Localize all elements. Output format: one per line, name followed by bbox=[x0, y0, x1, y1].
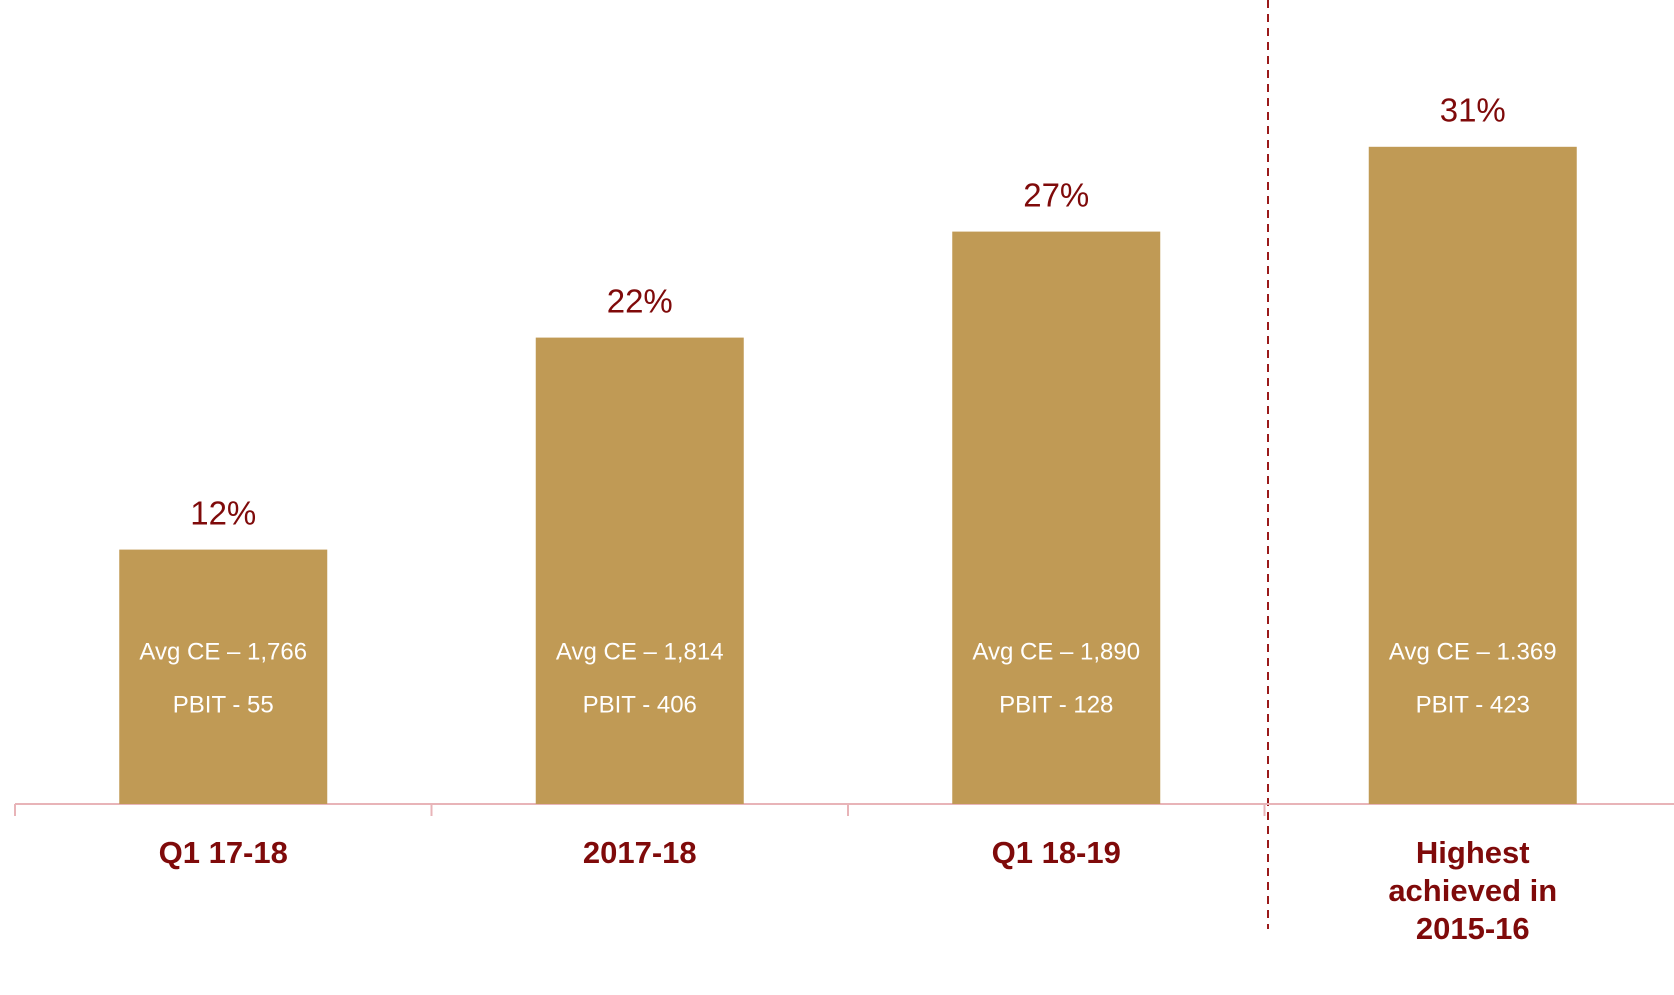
x-tick-label: 2017-18 bbox=[582, 835, 697, 870]
value-label: 12% bbox=[190, 494, 256, 531]
value-label: 31% bbox=[1440, 92, 1506, 129]
x-tick-label: Highest achieved in 2015-16 bbox=[1388, 835, 1558, 946]
x-tick-label: Q1 17-18 bbox=[158, 835, 288, 870]
bar-note: Avg CE – 1.369 bbox=[1389, 638, 1557, 665]
bar-note: PBIT - 423 bbox=[1416, 691, 1530, 718]
bar-note: PBIT - 55 bbox=[173, 691, 274, 718]
bar-note: Avg CE – 1,890 bbox=[972, 638, 1140, 665]
bar-note: PBIT - 406 bbox=[583, 691, 697, 718]
bar-note: Avg CE – 1,766 bbox=[139, 638, 307, 665]
bar bbox=[119, 549, 328, 804]
bar-note: PBIT - 128 bbox=[999, 691, 1113, 718]
bar bbox=[535, 337, 744, 804]
bar bbox=[1368, 146, 1577, 805]
value-label: 27% bbox=[1023, 176, 1089, 213]
bar-note: Avg CE – 1,814 bbox=[556, 638, 724, 665]
bar bbox=[952, 231, 1161, 805]
value-label: 22% bbox=[607, 282, 673, 319]
x-tick-label: Q1 18-19 bbox=[991, 835, 1121, 870]
